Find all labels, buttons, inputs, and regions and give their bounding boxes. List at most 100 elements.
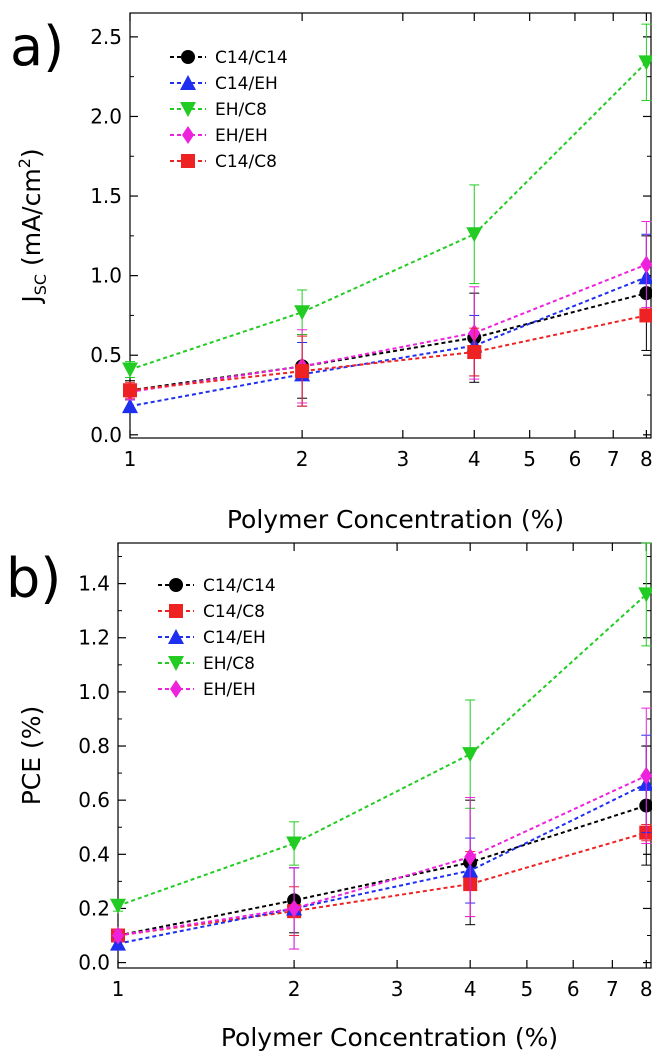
x-axis-title: Polymer Concentration (%) — [227, 505, 564, 534]
plot-frame — [129, 12, 652, 439]
x-tick-label: 5 — [523, 447, 536, 471]
series-c14-c14 — [123, 235, 652, 401]
panel-label: a) — [10, 15, 64, 78]
x-tick-label: 7 — [606, 977, 619, 1001]
x-tick-label: 6 — [567, 977, 580, 1001]
panel-label: b) — [6, 547, 61, 610]
y-tick-label: 1.0 — [78, 680, 110, 704]
data-point — [122, 398, 138, 414]
legend: C14/C14 C14/C8 C14/EH EH/C8 EH/EH — [158, 576, 276, 700]
y-tick-label: 0.2 — [78, 896, 110, 920]
legend-label: C14/C8 — [215, 152, 277, 172]
x-tick-label: 1 — [112, 977, 125, 1001]
chart-panel-b: 1 2 3 4 5 6 7 8 0.0 0.2 0.4 0.6 0.8 1.0 1.2 1.4 Polymer … — [6, 542, 652, 1052]
data-point — [638, 269, 652, 285]
x-tick-label: 3 — [391, 977, 404, 1001]
y-tick-label: 1.4 — [78, 572, 110, 596]
data-point — [464, 848, 477, 867]
series-line — [117, 783, 647, 945]
legend-marker — [168, 656, 184, 671]
chart-panel-a: 1 2 3 4 5 6 7 8 0.0 0.5 1.0 1.5 2.0 2.5 Polymer Concen… — [10, 12, 652, 534]
series-c14-c8 — [123, 308, 652, 407]
series-line — [129, 314, 647, 392]
legend-label: EH/C8 — [215, 100, 267, 120]
y-tick-label: 0.6 — [78, 788, 110, 812]
series-line — [117, 593, 647, 907]
x-tick-label: 5 — [521, 977, 534, 1001]
data-point — [638, 775, 652, 791]
y-tick-label: 2.0 — [90, 104, 122, 128]
legend-marker — [180, 75, 196, 90]
x-tick-label: 8 — [640, 447, 652, 471]
series-c14-c14 — [111, 745, 652, 943]
legend-marker — [181, 50, 195, 64]
data-point — [467, 345, 482, 360]
y-tick-label: 1.0 — [90, 264, 122, 288]
data-point — [640, 255, 652, 274]
x-tick-label: 4 — [464, 977, 477, 1001]
y-axis-title: PCE (%) — [17, 706, 46, 806]
legend: C14/C14 C14/EH EH/C8 EH/EH C14/C8 — [170, 48, 288, 172]
plot-frame — [117, 542, 652, 969]
y-tick-label: 2.5 — [90, 25, 122, 49]
y-axis-title-end: ) — [17, 148, 46, 158]
legend-label: C14/EH — [203, 628, 266, 648]
legend-label: C14/C14 — [203, 576, 276, 596]
y-tick-label: 1.2 — [78, 626, 110, 650]
y-axis-title-tail: (mA/cm — [17, 168, 46, 274]
data-point — [294, 305, 311, 321]
data-point — [288, 899, 301, 918]
legend-label: C14/C8 — [203, 602, 265, 622]
legend-marker — [181, 154, 195, 168]
data-point — [638, 587, 652, 603]
x-tick-label: 2 — [288, 977, 301, 1001]
data-point — [638, 55, 652, 71]
data-point — [639, 308, 652, 323]
x-tick-label: 4 — [468, 447, 481, 471]
series-c14-eh — [110, 734, 652, 951]
y-axis-title-main: J — [17, 295, 46, 304]
legend-marker — [170, 680, 182, 698]
legend-marker — [169, 604, 183, 618]
legend-marker — [180, 102, 196, 117]
legend-label: C14/C14 — [215, 48, 288, 68]
y-tick-label: 0.8 — [78, 734, 110, 758]
x-tick-label: 3 — [396, 447, 409, 471]
legend-marker — [169, 578, 183, 592]
legend-label: EH/C8 — [203, 654, 255, 674]
series-c14-eh — [122, 233, 652, 414]
series-line — [129, 263, 647, 393]
data-point — [462, 747, 479, 763]
x-tick-label: 1 — [124, 447, 137, 471]
y-axis-title: JSC (mA/cm2) — [15, 148, 50, 304]
data-point — [286, 836, 303, 852]
series-line — [117, 804, 647, 937]
data-point — [295, 364, 310, 379]
y-tick-label: 0.5 — [90, 343, 122, 367]
data-point — [112, 926, 124, 945]
series-eh-eh — [112, 707, 652, 950]
series-line — [129, 276, 647, 408]
x-tick-label: 6 — [569, 447, 582, 471]
y-tick-label: 1.5 — [90, 184, 122, 208]
y-axis-title-sup: 2 — [15, 158, 34, 168]
y-tick-label: 0.0 — [78, 951, 110, 975]
series-line — [117, 831, 647, 937]
data-point — [110, 898, 126, 914]
data-point — [123, 383, 137, 398]
series-eh-c8 — [110, 542, 652, 914]
data-point — [640, 766, 652, 785]
legend-marker — [168, 629, 184, 644]
legend-label: C14/EH — [215, 74, 278, 94]
legend-marker — [182, 126, 194, 144]
y-tick-label: 0.0 — [90, 423, 122, 447]
data-point — [639, 798, 652, 813]
legend-label: EH/EH — [215, 126, 268, 146]
y-tick-label: 0.4 — [78, 842, 110, 866]
x-tick-label: 7 — [607, 447, 620, 471]
legend-label: EH/EH — [203, 680, 256, 700]
series-line — [129, 61, 648, 371]
x-tick-label: 2 — [296, 447, 309, 471]
data-point — [122, 362, 138, 378]
